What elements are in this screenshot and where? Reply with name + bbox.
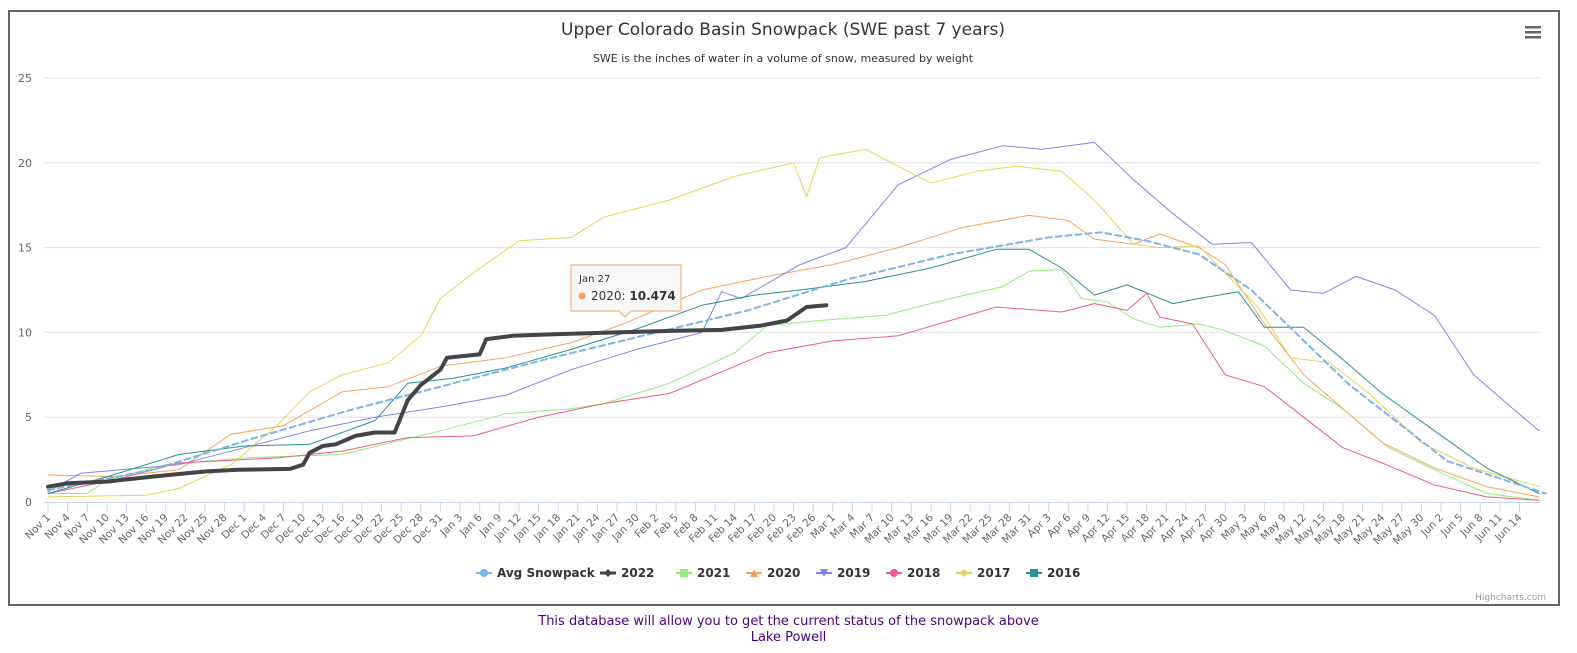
tooltip-date: Jan 27 — [578, 274, 610, 285]
legend-marker-square-icon — [1030, 569, 1038, 577]
y-tick-label: 0 — [25, 496, 32, 509]
series-line-2019[interactable] — [47, 141, 1540, 493]
legend-item-2018[interactable]: 2018 — [886, 566, 940, 580]
legend-item-2021[interactable]: 2021 — [676, 566, 730, 580]
series-line-2020[interactable] — [47, 214, 1540, 498]
series-line-2021[interactable] — [47, 269, 1540, 501]
tooltip-series-name: 2020 — [591, 289, 622, 303]
y-axis-labels: 0 5 10 15 20 25 — [18, 72, 32, 509]
tooltip-series-label: 2020: 10.474 — [591, 289, 676, 303]
legend-marker-diamond-icon — [604, 569, 612, 577]
legend-marker-circle-icon — [480, 569, 488, 577]
legend-label: 2019 — [837, 566, 870, 580]
legend-label: 2017 — [977, 566, 1010, 580]
footer-text: This database will allow you to get the … — [0, 614, 1577, 646]
legend-marker-square-icon — [680, 569, 688, 577]
tooltip-value: 10.474 — [629, 289, 675, 303]
legend-label: 2018 — [907, 566, 940, 580]
legend: Avg Snowpack 2022 2021 2020 2019 2018 2017 2016 — [476, 566, 1080, 580]
chart-container: Upper Colorado Basin Snowpack (SWE past … — [8, 10, 1560, 606]
y-tick-label: 20 — [18, 157, 32, 170]
tooltip: Jan 27 2020: 10.474 — [570, 264, 682, 318]
legend-label: 2016 — [1047, 566, 1080, 580]
hamburger-menu-icon[interactable] — [1520, 21, 1544, 43]
legend-item-2016[interactable]: 2016 — [1026, 566, 1080, 580]
series-line-2018[interactable] — [47, 292, 1540, 501]
legend-item-2020[interactable]: 2020 — [746, 566, 800, 580]
series-line-2016[interactable] — [47, 248, 1540, 494]
y-tick-label: 10 — [18, 326, 32, 339]
footer-line-2: Lake Powell — [750, 630, 827, 645]
series-line-2022[interactable] — [46, 303, 829, 489]
footer-line-1: This database will allow you to get the … — [538, 614, 1039, 629]
legend-marker-triangle-down-icon — [820, 569, 828, 577]
legend-label: 2021 — [697, 566, 730, 580]
legend-item-avg-snowpack[interactable]: Avg Snowpack — [476, 566, 596, 580]
highcharts-credits[interactable]: Highcharts.com — [1475, 593, 1546, 603]
legend-marker-triangle-icon — [750, 569, 758, 577]
legend-label: 2020 — [767, 566, 800, 580]
y-tick-label: 25 — [18, 72, 32, 85]
series-line-avg-snowpack[interactable] — [47, 231, 1547, 495]
tooltip-series-dot — [578, 292, 586, 300]
legend-marker-diamond-icon — [960, 569, 968, 577]
legend-label: Avg Snowpack — [497, 566, 596, 580]
legend-label: 2022 — [621, 566, 654, 580]
y-gridlines — [44, 77, 1542, 418]
chart-title: Upper Colorado Basin Snowpack (SWE past … — [561, 20, 1005, 40]
y-tick-label: 5 — [25, 411, 32, 424]
legend-item-2022[interactable]: 2022 — [600, 566, 654, 580]
x-tick-label: Jan 3 — [437, 512, 465, 540]
series-lines — [46, 141, 1547, 501]
legend-item-2017[interactable]: 2017 — [956, 566, 1010, 580]
legend-marker-circle-icon — [890, 569, 898, 577]
tooltip-box — [570, 264, 682, 318]
chart-svg: Upper Colorado Basin Snowpack (SWE past … — [18, 20, 1547, 603]
y-tick-label: 15 — [18, 242, 32, 255]
legend-item-2019[interactable]: 2019 — [816, 566, 870, 580]
tooltip-sep: : — [622, 289, 630, 303]
chart-subtitle: SWE is the inches of water in a volume o… — [593, 52, 974, 65]
series-line-2017[interactable] — [47, 148, 1540, 498]
